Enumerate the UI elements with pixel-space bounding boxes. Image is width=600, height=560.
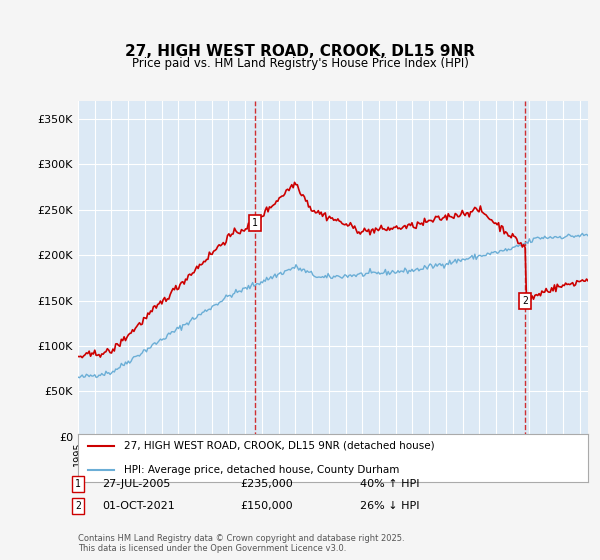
Text: 27, HIGH WEST ROAD, CROOK, DL15 9NR: 27, HIGH WEST ROAD, CROOK, DL15 9NR xyxy=(125,44,475,59)
Text: 01-OCT-2021: 01-OCT-2021 xyxy=(102,501,175,511)
Text: 26% ↓ HPI: 26% ↓ HPI xyxy=(360,501,419,511)
Text: HPI: Average price, detached house, County Durham: HPI: Average price, detached house, Coun… xyxy=(124,465,399,475)
Text: Contains HM Land Registry data © Crown copyright and database right 2025.
This d: Contains HM Land Registry data © Crown c… xyxy=(78,534,404,553)
Text: 2: 2 xyxy=(75,501,81,511)
Text: 2: 2 xyxy=(523,296,528,306)
Text: 1: 1 xyxy=(75,479,81,489)
Text: Price paid vs. HM Land Registry's House Price Index (HPI): Price paid vs. HM Land Registry's House … xyxy=(131,57,469,70)
Text: 40% ↑ HPI: 40% ↑ HPI xyxy=(360,479,419,489)
Text: 1: 1 xyxy=(252,218,257,228)
Text: 27-JUL-2005: 27-JUL-2005 xyxy=(102,479,170,489)
Text: 27, HIGH WEST ROAD, CROOK, DL15 9NR (detached house): 27, HIGH WEST ROAD, CROOK, DL15 9NR (det… xyxy=(124,441,434,451)
Text: £235,000: £235,000 xyxy=(240,479,293,489)
Text: £150,000: £150,000 xyxy=(240,501,293,511)
